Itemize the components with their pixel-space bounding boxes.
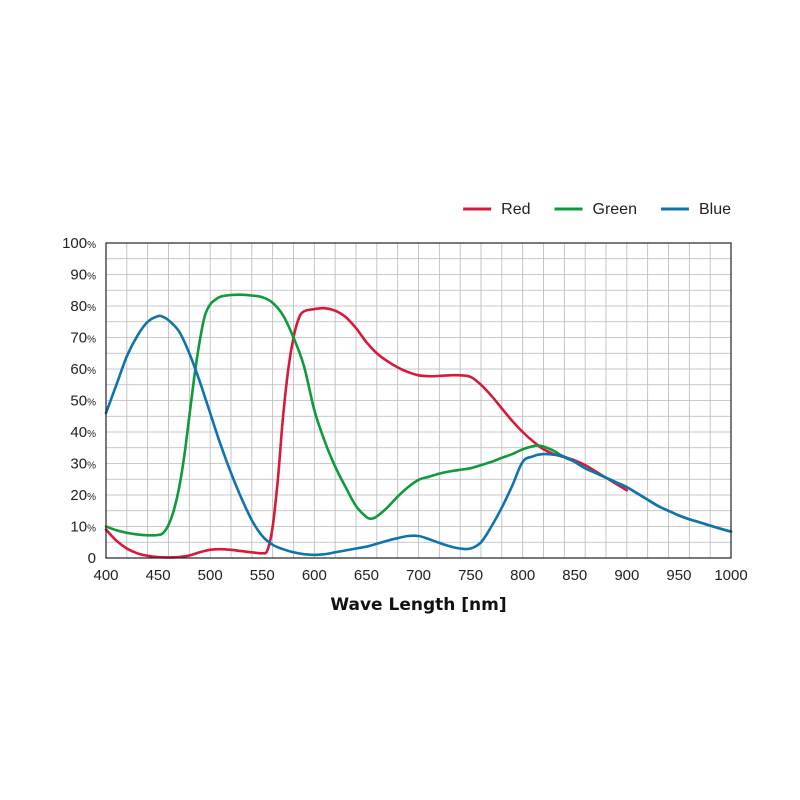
legend-item-green: Green bbox=[554, 201, 637, 218]
x-tick-label: 500 bbox=[198, 567, 223, 584]
plot-area-frame bbox=[105, 242, 732, 559]
x-tick-label: 600 bbox=[302, 567, 327, 584]
x-tick-label: 950 bbox=[666, 567, 691, 584]
legend-label: Blue bbox=[699, 201, 731, 218]
legend-item-blue: Blue bbox=[660, 201, 731, 218]
y-tick-label: 10% bbox=[70, 519, 96, 536]
x-tick-label: 1000 bbox=[714, 567, 747, 584]
y-axis-tick-labels: 0 10% 20% 30% 40% 50% 60% 70% 80% 90% 100% bbox=[62, 235, 96, 567]
x-axis-title: Wave Length [nm] bbox=[330, 595, 506, 615]
x-tick-label: 900 bbox=[614, 567, 639, 584]
legend-label: Red bbox=[501, 201, 530, 218]
y-tick-label: 20% bbox=[70, 487, 96, 504]
legend-item-red: Red bbox=[463, 201, 531, 218]
y-tick-label: 70% bbox=[70, 330, 96, 347]
legend-label: Green bbox=[593, 201, 637, 218]
series-line-red bbox=[104, 306, 629, 559]
x-axis-tick-labels: 400 450 500 550 600 650 700 750 800 850 900 950 1000 bbox=[93, 567, 747, 584]
y-tick-label: 0 bbox=[88, 550, 96, 567]
y-tick-label: 100% bbox=[62, 235, 96, 252]
series-line-blue bbox=[104, 314, 733, 557]
chart-grid bbox=[106, 243, 731, 558]
x-tick-label: 650 bbox=[354, 567, 379, 584]
y-tick-label: 30% bbox=[70, 456, 96, 473]
x-tick-label: 850 bbox=[562, 567, 587, 584]
x-tick-label: 750 bbox=[458, 567, 483, 584]
x-tick-label: 550 bbox=[250, 567, 275, 584]
x-tick-label: 700 bbox=[406, 567, 431, 584]
x-tick-label: 400 bbox=[93, 567, 118, 584]
y-tick-label: 40% bbox=[70, 424, 96, 441]
y-tick-label: 80% bbox=[70, 298, 96, 315]
y-tick-label: 50% bbox=[70, 393, 96, 410]
y-tick-label: 90% bbox=[70, 267, 96, 284]
chart-series-group bbox=[104, 293, 733, 559]
y-tick-label: 60% bbox=[70, 361, 96, 378]
x-tick-label: 800 bbox=[510, 567, 535, 584]
x-tick-label: 450 bbox=[146, 567, 171, 584]
chart-legend: Red Green Blue bbox=[463, 201, 731, 218]
